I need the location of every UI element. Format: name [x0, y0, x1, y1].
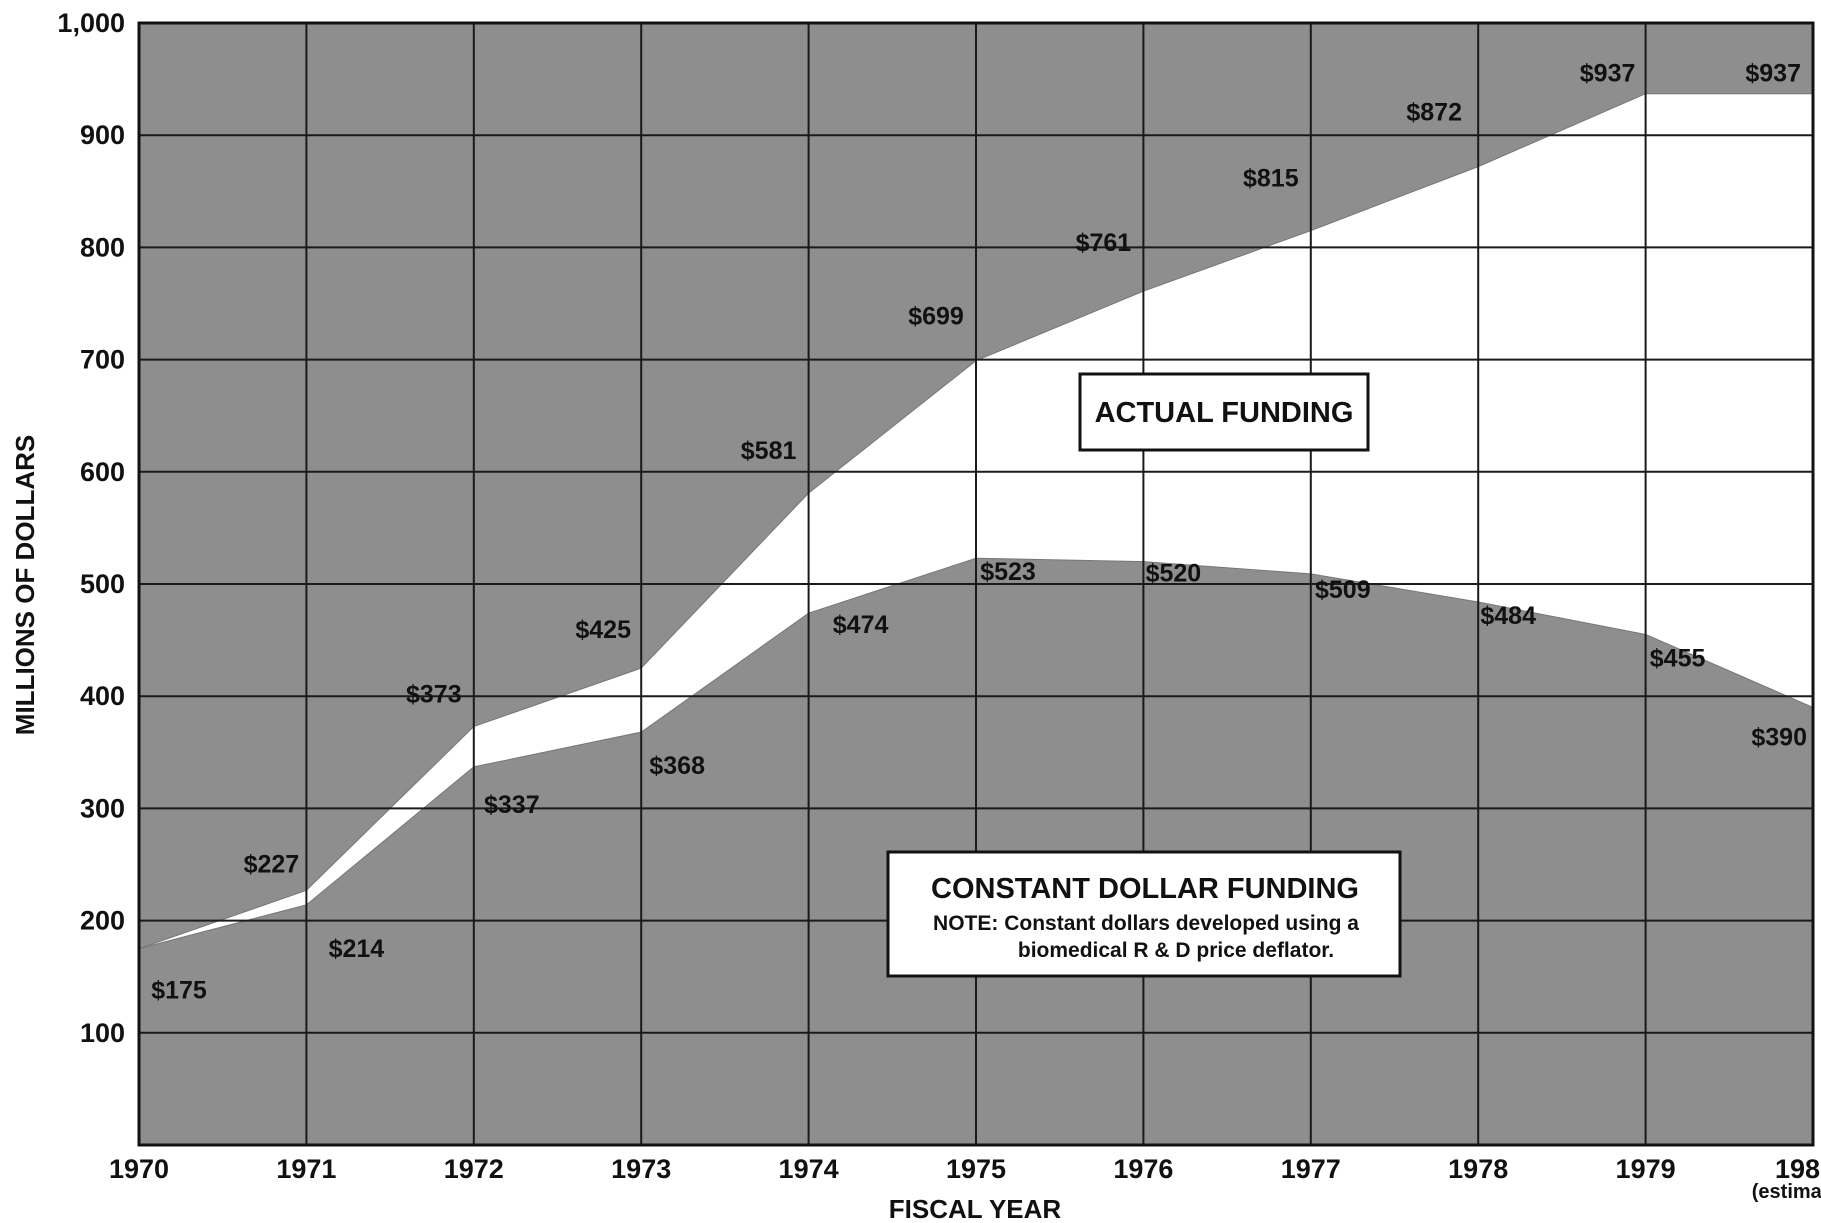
- y-tick-label: 300: [80, 793, 125, 823]
- y-tick-label: 500: [80, 569, 125, 599]
- y-axis-ticks: 100 200 300 400 500 600 700 800 900 1,000: [57, 8, 125, 1048]
- y-tick-label: 200: [80, 906, 125, 936]
- plot-border: [137, 21, 1815, 1147]
- actual-value-label: $872: [1406, 99, 1462, 127]
- x-axis-ticks: 1970 1971 1972 1973 1974 1975 1976 1977 1978 1979…: [109, 1154, 1821, 1203]
- annotation-boxes: ACTUAL FUNDING CONSTANT DOLLAR FUNDING NOT…: [886, 372, 1402, 978]
- actual-value-label: $581: [741, 437, 797, 465]
- x-tick-sublabel: (estimate): [1752, 1181, 1821, 1203]
- constant-value-label: $214: [329, 935, 385, 963]
- constant-value-label: $368: [649, 752, 705, 780]
- y-axis-title: MILLIONS OF DOLLARS: [10, 435, 40, 735]
- y-tick-label: 100: [80, 1018, 125, 1048]
- constant-value-label: $484: [1480, 602, 1536, 630]
- x-tick-label: 1973: [611, 1154, 671, 1184]
- x-tick-label: 1972: [444, 1154, 504, 1184]
- y-tick-label: 600: [80, 457, 125, 487]
- actual-value-label: $815: [1243, 165, 1299, 193]
- constant-value-label: $455: [1650, 644, 1706, 672]
- constant-value-label: $337: [484, 791, 540, 819]
- y-tick-label: 1,000: [57, 8, 125, 38]
- constant-value-label: $474: [833, 611, 889, 639]
- x-tick-label: 1979: [1616, 1154, 1676, 1184]
- constant-funding-box: [886, 850, 1402, 978]
- actual-value-label: $937: [1580, 60, 1636, 88]
- constant-value-label: $175: [151, 977, 207, 1005]
- constant-funding-note-line-2: biomedical R & D price deflator.: [1018, 939, 1334, 962]
- constant-value-label: $390: [1751, 723, 1807, 751]
- actual-funding-box: [1078, 372, 1370, 452]
- x-axis-title: FISCAL YEAR: [889, 1194, 1062, 1223]
- actual-value-label: $425: [575, 616, 631, 644]
- x-tick-label: 1975: [946, 1154, 1006, 1184]
- y-tick-label: 900: [80, 120, 125, 150]
- actual-value-label: $373: [406, 680, 462, 708]
- data-labels: $175 $227 $214 $373 $337 $425 $368 $581 $474 $699…: [151, 60, 1807, 1005]
- constant-value-label: $523: [980, 558, 1036, 586]
- x-tick-label: 1970: [109, 1154, 169, 1184]
- constant-funding-note-line-1: NOTE: Constant dollars developed using a: [933, 912, 1359, 935]
- y-tick-label: 700: [80, 345, 125, 375]
- actual-value-label: $227: [244, 850, 300, 878]
- constant-value-label: $509: [1315, 576, 1371, 604]
- x-tick-label: 1974: [779, 1154, 839, 1184]
- x-tick-label: 1980: [1775, 1154, 1821, 1184]
- actual-value-label: $699: [908, 303, 964, 331]
- constant-funding-box-label: CONSTANT DOLLAR FUNDING: [931, 873, 1359, 905]
- y-tick-label: 400: [80, 681, 125, 711]
- actual-value-label: $761: [1076, 229, 1132, 257]
- x-tick-label: 1976: [1113, 1154, 1173, 1184]
- actual-value-label: $937: [1745, 60, 1801, 88]
- constant-value-label: $520: [1146, 560, 1202, 588]
- plot-frame: [137, 21, 1815, 1147]
- x-tick-label: 1971: [276, 1154, 336, 1184]
- x-tick-label: 1978: [1448, 1154, 1508, 1184]
- y-tick-label: 800: [80, 232, 125, 262]
- actual-funding-box-label: ACTUAL FUNDING: [1095, 397, 1354, 429]
- x-tick-label: 1977: [1281, 1154, 1341, 1184]
